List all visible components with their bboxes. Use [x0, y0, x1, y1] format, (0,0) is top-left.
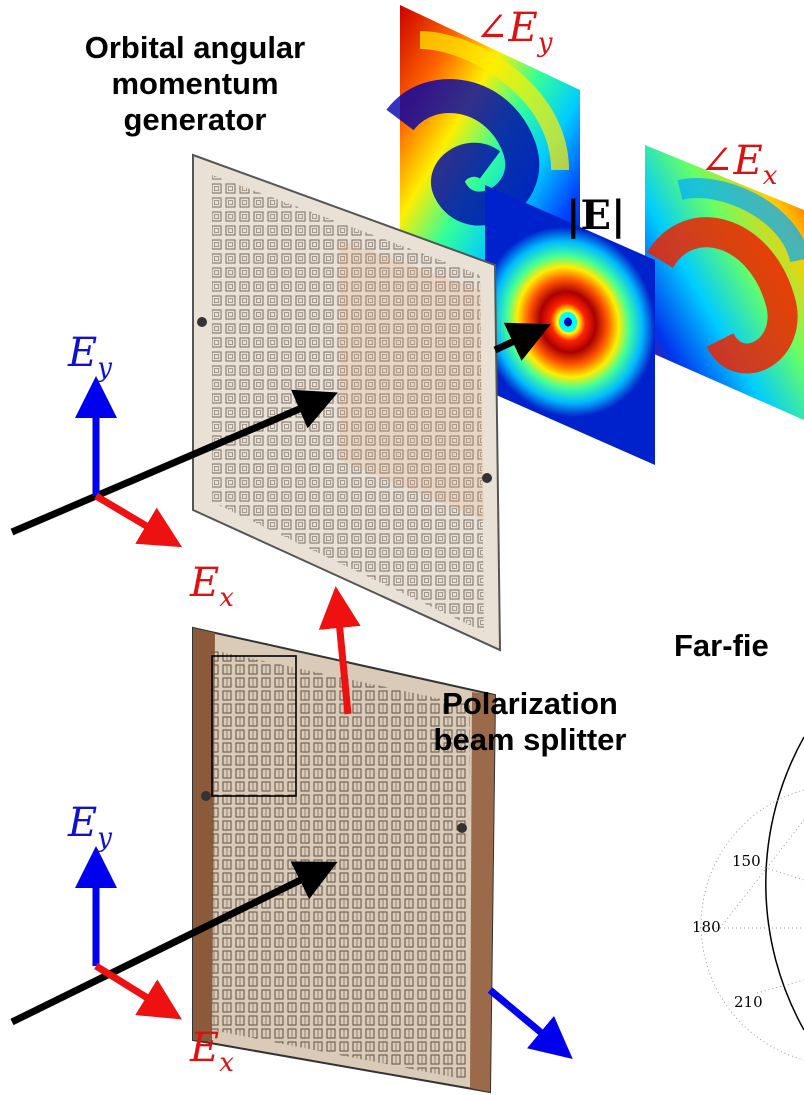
polar-tick-180: 180	[692, 918, 721, 936]
oam-metasurface-panel	[192, 153, 502, 652]
polar-tick-150: 150	[732, 852, 761, 870]
ey-label-top-base: E	[68, 330, 98, 376]
input-beam-top-arrow	[10, 389, 338, 536]
angle-ex-symbol: ∠	[700, 138, 734, 184]
reflected-ex-beam-arrow	[318, 586, 361, 715]
ex-label-top: Ex	[190, 560, 234, 613]
angle-ey-symbol: ∠	[475, 5, 509, 51]
intensity-map	[480, 185, 656, 465]
angle-ey-label: ∠Ey	[475, 5, 552, 58]
ey-label-bottom-sub: y	[97, 823, 112, 853]
ey-label-top-sub: y	[97, 353, 112, 383]
ex-label-bottom-base: E	[190, 1025, 220, 1071]
angle-ey-sub: y	[537, 28, 553, 58]
phase-map-ex	[645, 145, 804, 420]
angle-ey-base: E	[508, 5, 538, 51]
ex-label-top-base: E	[190, 560, 220, 606]
oam-output-beam-arrow	[493, 322, 551, 361]
far-field-title: Far-fie	[674, 628, 769, 663]
ey-label-top: Ey	[68, 330, 112, 383]
transmitted-ey-beam-arrow	[487, 987, 573, 1059]
ex-axis-top	[94, 492, 183, 548]
ex-label-bottom-sub: x	[219, 1048, 234, 1078]
oam-title: Orbital angular momentum generator	[50, 30, 340, 138]
ex-label-bottom: Ex	[190, 1025, 234, 1078]
abs-e-label: |E|	[566, 192, 626, 239]
ex-axis-bottom	[94, 963, 182, 1020]
pbs-title-line-2: beam splitter	[433, 722, 627, 757]
pbs-title: Polarization beam splitter	[405, 686, 655, 758]
angle-ex-sub: x	[762, 161, 778, 191]
polar-tick-210: 210	[734, 993, 763, 1011]
oam-title-line-3: generator	[123, 102, 267, 137]
ey-label-bottom: Ey	[68, 800, 112, 853]
far-field-polar-plot	[696, 736, 804, 1061]
pbs-metasurface-panel	[192, 626, 497, 1094]
ex-label-top-sub: x	[219, 583, 234, 613]
ey-label-bottom-base: E	[68, 800, 98, 846]
angle-ex-base: E	[733, 138, 763, 184]
oam-title-line-1: Orbital angular	[84, 30, 306, 65]
input-beam-bottom-arrow	[10, 861, 338, 1026]
pbs-title-line-1: Polarization	[442, 686, 618, 721]
angle-ex-label: ∠Ex	[700, 138, 777, 191]
oam-title-line-2: momentum	[111, 66, 279, 101]
